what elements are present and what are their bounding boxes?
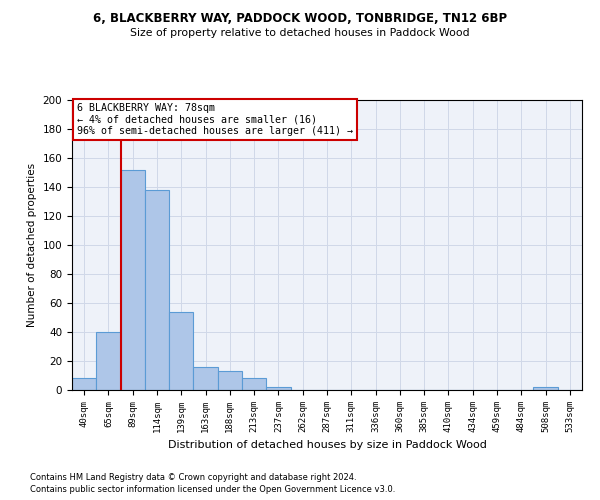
Bar (169, 312, 193, 390)
Text: 6, BLACKBERRY WAY, PADDOCK WOOD, TONBRIDGE, TN12 6BP: 6, BLACKBERRY WAY, PADDOCK WOOD, TONBRID… (93, 12, 507, 26)
Bar (72, 378, 96, 390)
Text: Size of property relative to detached houses in Paddock Wood: Size of property relative to detached ho… (130, 28, 470, 38)
Bar (242, 378, 266, 390)
Bar (533, 387, 558, 390)
Bar (121, 170, 145, 390)
Bar (193, 367, 218, 390)
Text: Contains public sector information licensed under the Open Government Licence v3: Contains public sector information licen… (30, 485, 395, 494)
Bar (96, 332, 121, 390)
Text: Contains HM Land Registry data © Crown copyright and database right 2024.: Contains HM Land Registry data © Crown c… (30, 472, 356, 482)
Y-axis label: Number of detached properties: Number of detached properties (27, 163, 37, 327)
Text: 6 BLACKBERRY WAY: 78sqm
← 4% of detached houses are smaller (16)
96% of semi-det: 6 BLACKBERRY WAY: 78sqm ← 4% of detached… (77, 103, 353, 136)
Bar (145, 190, 169, 390)
Bar (218, 371, 242, 390)
X-axis label: Distribution of detached houses by size in Paddock Wood: Distribution of detached houses by size … (167, 440, 487, 450)
Bar (266, 387, 290, 390)
